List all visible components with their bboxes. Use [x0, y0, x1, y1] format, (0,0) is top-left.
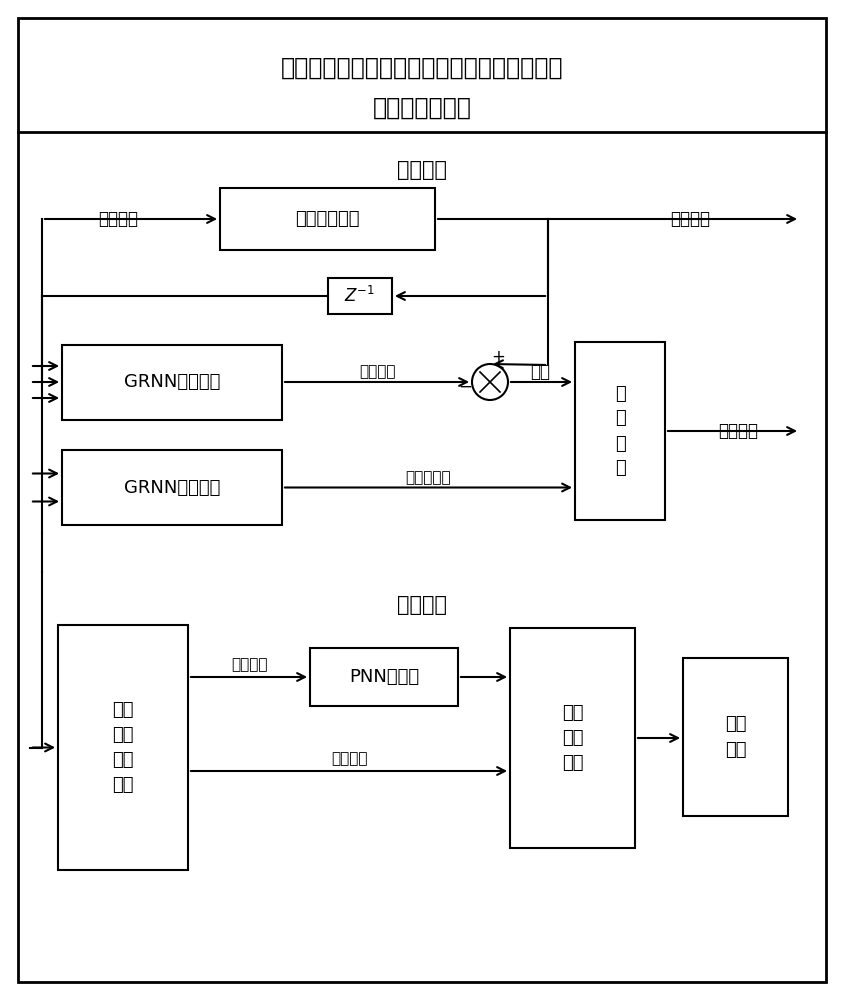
Text: 故障诊断: 故障诊断 — [397, 595, 447, 615]
Bar — [220, 188, 435, 250]
Text: 估计输出: 估计输出 — [359, 364, 395, 379]
Text: GRNN神经网络: GRNN神经网络 — [124, 479, 220, 496]
Text: $Z^{-1}$: $Z^{-1}$ — [344, 286, 376, 306]
Bar — [328, 278, 392, 314]
Bar — [30, 145, 814, 573]
Text: 系统输入: 系统输入 — [98, 210, 138, 228]
Text: 测试数据: 测试数据 — [331, 752, 367, 766]
Text: 已训
练分
类器: 已训 练分 类器 — [562, 704, 583, 772]
Text: 基于观测器和残差分析的超外差接收机自适应: 基于观测器和残差分析的超外差接收机自适应 — [281, 56, 563, 80]
Text: 超外差接收机: 超外差接收机 — [295, 210, 360, 228]
Text: −: − — [458, 378, 472, 396]
Text: 系统输出: 系统输出 — [670, 210, 710, 228]
Bar — [30, 580, 814, 958]
Text: PNN分类器: PNN分类器 — [349, 668, 419, 686]
Bar — [58, 625, 188, 870]
Text: 残差: 残差 — [530, 363, 550, 381]
Text: 故障检测: 故障检测 — [397, 160, 447, 180]
Text: 时域
频域
特征
提取: 时域 频域 特征 提取 — [112, 701, 133, 794]
Text: 故障检测与诊断: 故障检测与诊断 — [372, 96, 472, 120]
Text: 训练数据: 训练数据 — [230, 658, 268, 672]
Bar — [510, 628, 635, 848]
Bar — [62, 450, 282, 525]
Bar — [62, 345, 282, 420]
Text: 自适应阈值: 自适应阈值 — [406, 470, 452, 485]
Text: 判
别
模
块: 判 别 模 块 — [614, 384, 625, 478]
Bar — [310, 648, 458, 706]
Text: 检测结果: 检测结果 — [718, 422, 758, 440]
Bar — [683, 658, 788, 816]
Text: 诊断
结果: 诊断 结果 — [725, 716, 746, 758]
Text: GRNN神经网络: GRNN神经网络 — [124, 373, 220, 391]
Bar — [575, 342, 665, 520]
Text: +: + — [491, 348, 505, 366]
